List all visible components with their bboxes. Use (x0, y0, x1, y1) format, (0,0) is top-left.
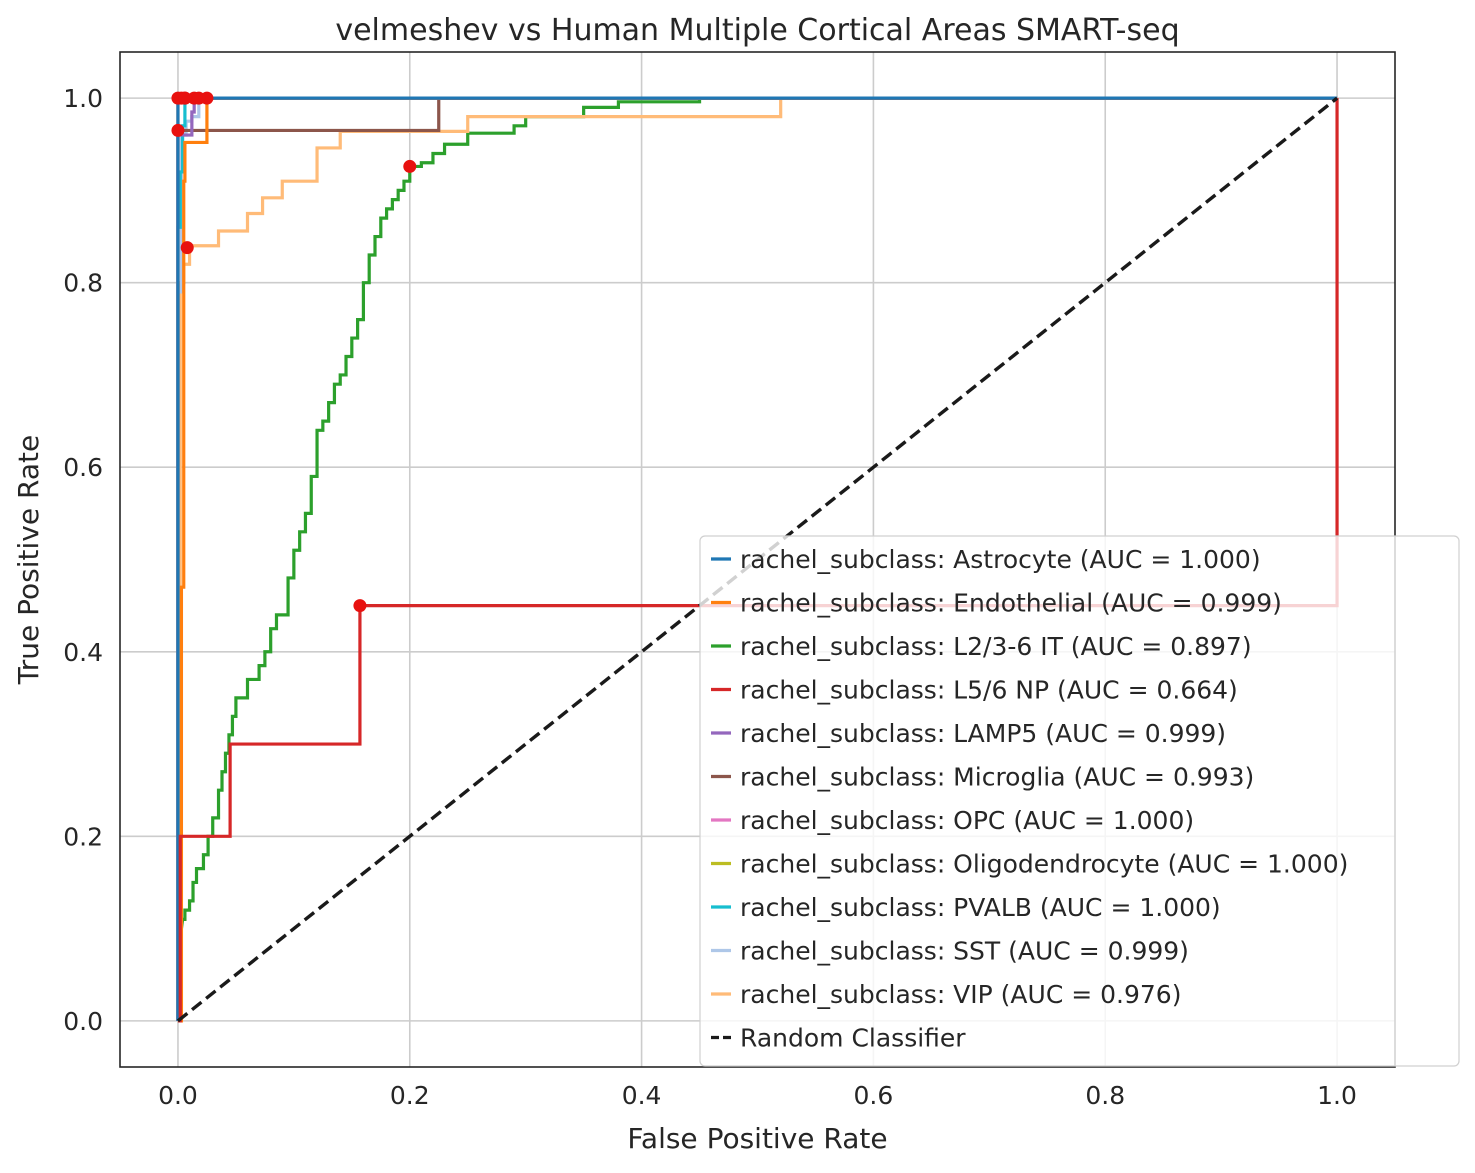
chart-title: velmeshev vs Human Multiple Cortical Are… (335, 13, 1179, 48)
threshold-marker-2 (403, 159, 417, 173)
legend-entry-8: rachel_subclass: PVALB (AUC = 1.000) (740, 893, 1221, 922)
threshold-marker-9 (192, 91, 206, 105)
legend: rachel_subclass: Astrocyte (AUC = 1.000)… (699, 535, 1460, 1067)
x-tick-label: 0.8 (1085, 1081, 1125, 1110)
legend-entry-5: rachel_subclass: Microglia (AUC = 0.993) (740, 763, 1254, 792)
x-tick-label: 0.4 (622, 1081, 662, 1110)
legend-entry-3: rachel_subclass: L5/6 NP (AUC = 0.664) (740, 676, 1238, 705)
y-tick-label: 0.8 (63, 269, 103, 298)
y-axis-label: True Positive Rate (12, 435, 45, 685)
legend-entry-1: rachel_subclass: Endothelial (AUC = 0.99… (740, 589, 1282, 618)
tick-labels: 0.0 0.2 0.4 0.6 0.8 1.0 0.0 0.2 0.4 0.6 0.8 1.0 (63, 84, 1357, 1110)
y-tick-label: 0.0 (63, 1007, 103, 1036)
legend-entry-4: rachel_subclass: LAMP5 (AUC = 0.999) (740, 719, 1226, 748)
legend-entry-10: rachel_subclass: VIP (AUC = 0.976) (740, 980, 1181, 1009)
x-tick-label: 1.0 (1317, 1081, 1357, 1110)
legend-frame (699, 535, 1460, 1067)
x-axis-label: False Positive Rate (627, 1122, 887, 1155)
legend-entry-9: rachel_subclass: SST (AUC = 0.999) (740, 937, 1189, 966)
series-line-2 (177, 96, 1338, 1023)
legend-entry-6: rachel_subclass: OPC (AUC = 1.000) (740, 806, 1194, 835)
legend-entry-2: rachel_subclass: L2/3-6 IT (AUC = 0.897) (740, 632, 1252, 661)
x-tick-label: 0.0 (158, 1081, 198, 1110)
legend-entry-7: rachel_subclass: Oligodendrocyte (AUC = … (740, 850, 1348, 879)
y-tick-label: 0.6 (63, 453, 103, 482)
y-tick-label: 1.0 (63, 84, 103, 113)
y-tick-label: 0.4 (63, 638, 103, 667)
y-tick-label: 0.2 (63, 822, 103, 851)
threshold-marker-10 (180, 241, 194, 255)
threshold-marker-5 (171, 123, 185, 137)
threshold-marker-3 (353, 599, 367, 613)
x-tick-label: 0.6 (854, 1081, 894, 1110)
legend-entry-0: rachel_subclass: Astrocyte (AUC = 1.000) (740, 545, 1261, 574)
series-line-1 (177, 96, 1338, 1023)
x-tick-label: 0.2 (390, 1081, 430, 1110)
legend-entry-11: Random Classifier (740, 1024, 966, 1053)
threshold-markers (171, 91, 417, 613)
threshold-marker-8 (178, 91, 192, 105)
